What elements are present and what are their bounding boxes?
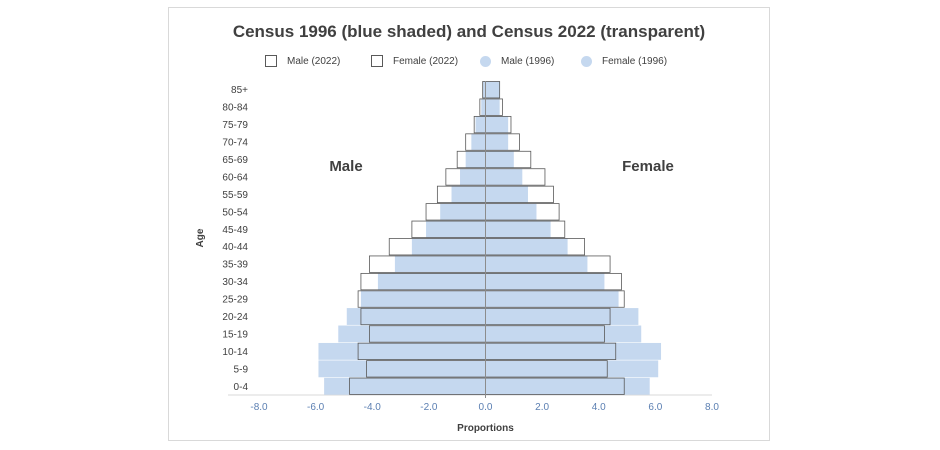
bar-1996 xyxy=(485,290,619,308)
bar-1996 xyxy=(485,98,500,116)
outline-swatch-icon xyxy=(371,55,383,67)
bar-1996 xyxy=(377,273,486,291)
bar-1996 xyxy=(485,377,650,395)
y-tick-label: 15-19 xyxy=(222,329,248,340)
bar-1996 xyxy=(318,360,486,378)
y-tick-label: 50-54 xyxy=(222,207,248,218)
bar-1996 xyxy=(485,342,662,360)
y-tick-label: 60-64 xyxy=(222,172,248,183)
shaded-swatch-icon xyxy=(581,55,592,67)
bar-1996 xyxy=(426,220,486,238)
bar-1996 xyxy=(346,308,486,325)
bar-1996 xyxy=(440,203,486,221)
x-tick-label: -2.0 xyxy=(420,402,438,413)
bar-1996 xyxy=(485,168,523,186)
bar-1996 xyxy=(485,308,639,325)
bar-1996 xyxy=(451,185,486,203)
y-tick-label: 75-79 xyxy=(222,120,248,131)
y-tick-label: 65-69 xyxy=(222,155,248,166)
bar-1996 xyxy=(482,81,486,99)
x-tick-label: 8.0 xyxy=(705,402,719,413)
bar-1996 xyxy=(485,151,514,168)
legend-item-female-1996: Female (1996) xyxy=(581,52,667,70)
chart-title: Census 1996 (blue shaded) and Census 202… xyxy=(232,22,706,41)
y-tick-label: 70-74 xyxy=(222,138,248,149)
legend-item-male-2022: Male (2022) xyxy=(265,52,340,70)
bar-1996 xyxy=(475,116,486,134)
y-tick-label: 25-29 xyxy=(222,295,248,306)
legend-label: Male (1996) xyxy=(501,55,555,67)
bar-1996 xyxy=(318,342,486,360)
x-tick-label: 2.0 xyxy=(535,402,549,413)
legend-label: Female (2022) xyxy=(393,55,459,67)
bar-1996 xyxy=(338,325,486,343)
bar-1996 xyxy=(485,81,500,99)
bar-1996 xyxy=(360,290,486,308)
x-tick-label: 4.0 xyxy=(592,402,606,413)
x-axis-title: Proportions xyxy=(457,423,514,434)
y-tick-label: 0-4 xyxy=(234,382,249,393)
shaded-swatch-icon xyxy=(480,55,491,67)
y-tick-label: 30-34 xyxy=(222,277,248,288)
x-tick-label: -6.0 xyxy=(307,402,325,413)
bar-1996 xyxy=(485,325,642,343)
y-axis-title: Age xyxy=(195,228,206,247)
bar-1996 xyxy=(485,220,551,238)
bar-1996 xyxy=(485,238,568,256)
bar-1996 xyxy=(485,203,537,221)
x-tick-label: -8.0 xyxy=(250,402,268,413)
y-tick-label: 85+ xyxy=(231,85,248,96)
bar-1996 xyxy=(485,185,528,203)
bar-1996 xyxy=(471,133,486,151)
bar-1996 xyxy=(324,377,486,395)
bar-1996 xyxy=(394,255,486,273)
x-tick-label: 0.0 xyxy=(479,402,493,413)
bar-1996 xyxy=(485,360,659,378)
bar-1996 xyxy=(465,151,486,168)
y-tick-label: 5-9 xyxy=(234,364,249,375)
bar-1996 xyxy=(485,116,509,134)
y-tick-label: 40-44 xyxy=(222,242,248,253)
y-tick-label: 80-84 xyxy=(222,103,248,114)
bar-1996 xyxy=(411,238,486,256)
y-tick-label: 55-59 xyxy=(222,190,248,201)
legend-label: Male (2022) xyxy=(287,55,341,67)
y-tick-label: 20-24 xyxy=(222,312,248,323)
bar-1996 xyxy=(485,273,605,291)
bar-1996 xyxy=(481,98,486,116)
bar-1996 xyxy=(460,168,486,186)
x-tick-label: -4.0 xyxy=(364,402,382,413)
legend-item-male-1996: Male (1996) xyxy=(480,52,554,70)
bar-1996 xyxy=(485,255,588,273)
legend-label: Female (1996) xyxy=(602,55,668,67)
y-tick-label: 35-39 xyxy=(222,260,248,271)
male-side-label: Male xyxy=(329,158,362,175)
legend-item-female-2022: Female (2022) xyxy=(371,52,458,70)
y-tick-label: 10-14 xyxy=(222,347,248,358)
x-tick-label: 6.0 xyxy=(648,402,662,413)
female-side-label: Female xyxy=(622,158,674,175)
outline-swatch-icon xyxy=(265,55,277,67)
y-tick-label: 45-49 xyxy=(222,225,248,236)
legend: Male (2022) Female (2022) Male (1996) Fe… xyxy=(169,52,769,72)
bar-1996 xyxy=(485,133,509,151)
